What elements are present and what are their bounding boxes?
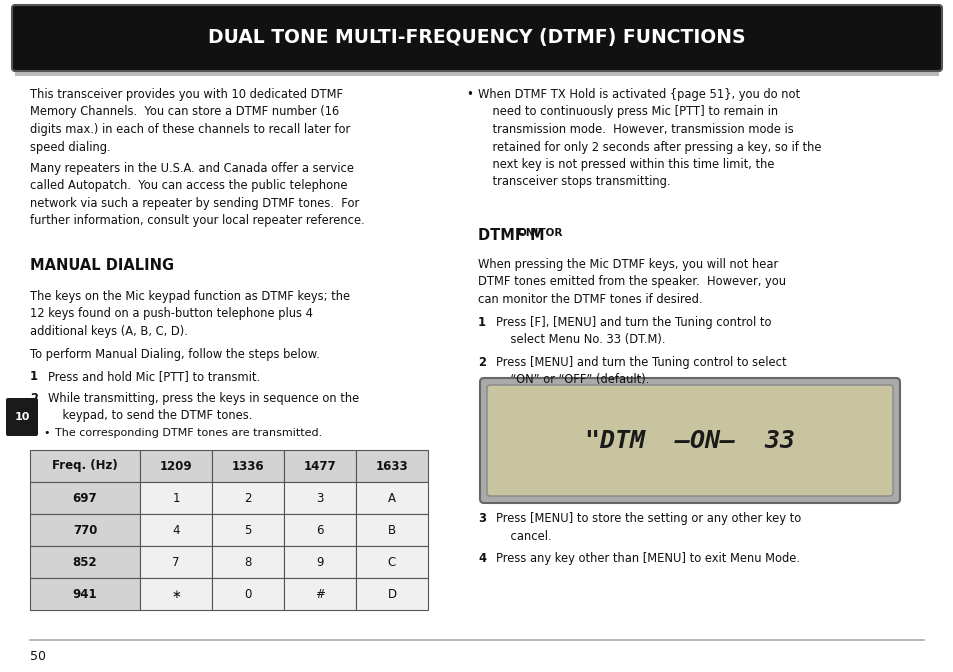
Bar (355, 450, 428, 482)
Text: 770: 770 (72, 523, 97, 536)
Bar (30, 578, 140, 610)
Text: 3: 3 (477, 512, 485, 525)
Text: Press and hold Mic [PTT] to transmit.: Press and hold Mic [PTT] to transmit. (48, 370, 260, 383)
Text: 8: 8 (244, 556, 252, 569)
Text: When DTMF TX Hold is activated {page 51}, you do not
    need to continuously pr: When DTMF TX Hold is activated {page 51}… (477, 88, 821, 189)
Text: 7: 7 (172, 556, 179, 569)
Text: D: D (387, 587, 396, 601)
Text: 50: 50 (30, 650, 46, 663)
Bar (15, 70, 938, 76)
Text: To perform Manual Dialing, follow the steps below.: To perform Manual Dialing, follow the st… (30, 348, 319, 361)
Text: ∗: ∗ (171, 587, 181, 601)
Text: 1: 1 (30, 370, 38, 383)
Bar (212, 450, 284, 482)
Bar (140, 514, 212, 546)
Bar (140, 578, 212, 610)
Text: 1209: 1209 (159, 460, 193, 472)
Text: DTMF M: DTMF M (477, 228, 544, 243)
Text: 941: 941 (72, 587, 97, 601)
Text: 2: 2 (30, 392, 38, 405)
Text: This transceiver provides you with 10 dedicated DTMF
Memory Channels.  You can s: This transceiver provides you with 10 de… (30, 88, 350, 153)
Text: •: • (43, 428, 50, 438)
Text: The keys on the Mic keypad function as DTMF keys; the
12 keys found on a push-bu: The keys on the Mic keypad function as D… (30, 290, 350, 338)
Text: ONITOR: ONITOR (517, 228, 562, 238)
Bar (140, 546, 212, 578)
Bar (30, 546, 140, 578)
Text: MANUAL DIALING: MANUAL DIALING (30, 258, 174, 273)
Text: 10: 10 (14, 412, 30, 422)
Bar (284, 514, 355, 546)
Bar (212, 514, 284, 546)
Text: 0: 0 (244, 587, 252, 601)
Text: Many repeaters in the U.S.A. and Canada offer a service
called Autopatch.  You c: Many repeaters in the U.S.A. and Canada … (30, 162, 364, 228)
Bar (284, 546, 355, 578)
Text: DUAL TONE MULTI-FREQUENCY (DTMF) FUNCTIONS: DUAL TONE MULTI-FREQUENCY (DTMF) FUNCTIO… (208, 28, 745, 48)
FancyBboxPatch shape (486, 385, 892, 496)
Text: #: # (314, 587, 325, 601)
Text: Press any key other than [MENU] to exit Menu Mode.: Press any key other than [MENU] to exit … (496, 552, 800, 565)
Bar (355, 546, 428, 578)
Text: 3: 3 (316, 491, 323, 505)
Text: Freq. (Hz): Freq. (Hz) (52, 460, 118, 472)
Text: Press [MENU] and turn the Tuning control to select
    “ON” or “OFF” (default).: Press [MENU] and turn the Tuning control… (496, 356, 786, 386)
Bar (355, 578, 428, 610)
Bar (140, 482, 212, 514)
Text: Press [F], [MENU] and turn the Tuning control to
    select Menu No. 33 (DT.M).: Press [F], [MENU] and turn the Tuning co… (496, 316, 771, 347)
Text: 2: 2 (244, 491, 252, 505)
Text: 697: 697 (72, 491, 97, 505)
Bar (212, 482, 284, 514)
Bar (212, 578, 284, 610)
FancyBboxPatch shape (12, 5, 941, 71)
Text: 1: 1 (172, 491, 179, 505)
FancyBboxPatch shape (6, 398, 38, 436)
Text: 2: 2 (477, 356, 485, 369)
Bar (30, 450, 140, 482)
Text: B: B (388, 523, 395, 536)
Bar (355, 482, 428, 514)
Text: 5: 5 (244, 523, 252, 536)
Text: 9: 9 (315, 556, 323, 569)
Text: 4: 4 (477, 552, 485, 565)
Text: 4: 4 (172, 523, 179, 536)
Bar (140, 450, 212, 482)
Bar (284, 450, 355, 482)
Text: Press [MENU] to store the setting or any other key to
    cancel.: Press [MENU] to store the setting or any… (496, 512, 801, 542)
Text: 1: 1 (477, 316, 485, 329)
Bar (30, 514, 140, 546)
Text: •: • (465, 88, 473, 101)
Text: 1477: 1477 (303, 460, 336, 472)
Text: C: C (388, 556, 395, 569)
Bar (30, 482, 140, 514)
FancyBboxPatch shape (479, 378, 899, 503)
Text: "DTM  —ON—  33: "DTM —ON— 33 (584, 429, 794, 452)
Text: 6: 6 (315, 523, 323, 536)
Text: 1336: 1336 (232, 460, 264, 472)
Bar (284, 578, 355, 610)
Text: A: A (388, 491, 395, 505)
Bar (212, 546, 284, 578)
Text: The corresponding DTMF tones are transmitted.: The corresponding DTMF tones are transmi… (55, 428, 322, 438)
Text: 1633: 1633 (375, 460, 408, 472)
Bar (355, 514, 428, 546)
Bar (284, 482, 355, 514)
Text: When pressing the Mic DTMF keys, you will not hear
DTMF tones emitted from the s: When pressing the Mic DTMF keys, you wil… (477, 258, 785, 306)
Text: 852: 852 (72, 556, 97, 569)
Text: While transmitting, press the keys in sequence on the
    keypad, to send the DT: While transmitting, press the keys in se… (48, 392, 359, 423)
